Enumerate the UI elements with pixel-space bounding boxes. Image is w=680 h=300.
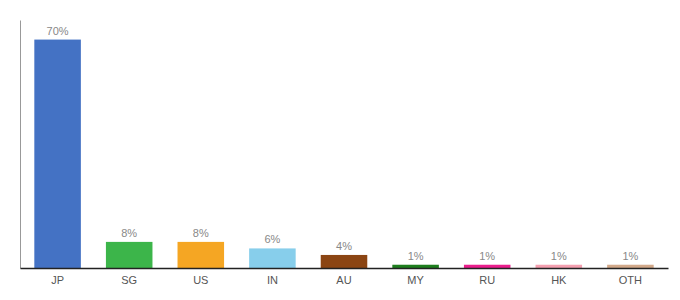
x-tick: HK: [551, 274, 567, 286]
data-label: 1%: [622, 250, 638, 262]
x-tick-label: AU: [336, 274, 351, 286]
bar: [392, 265, 439, 268]
bar: [536, 265, 583, 268]
x-tick-label: RU: [479, 274, 495, 286]
bar: [178, 242, 225, 268]
bar: [321, 255, 368, 268]
x-tick: AU: [336, 274, 351, 286]
plot: 70% 8% 8% 6% 4% 1% 1% 1% 1% JP SG US IN AU MY RU HK OTH: [21, 21, 669, 286]
bars: [34, 40, 653, 268]
data-label: 1%: [408, 250, 424, 262]
x-tick-label: US: [193, 274, 208, 286]
data-label: 6%: [264, 233, 280, 245]
x-tick-label: MY: [407, 274, 424, 286]
x-tick: RU: [479, 274, 495, 286]
y-axis: [20, 21, 21, 269]
x-tick: IN: [267, 274, 278, 286]
x-tick: JP: [51, 274, 64, 286]
data-label: 70%: [47, 25, 69, 37]
data-label: 8%: [121, 227, 137, 239]
x-tick-label: SG: [121, 274, 137, 286]
x-axis: JP SG US IN AU MY RU HK OTH: [21, 269, 669, 286]
x-tick-label: OTH: [619, 274, 642, 286]
x-tick: OTH: [619, 274, 642, 286]
x-tick: MY: [407, 274, 424, 286]
bar: [249, 248, 296, 268]
data-label: 1%: [551, 250, 567, 262]
data-labels: 70% 8% 8% 6% 4% 1% 1% 1% 1%: [47, 25, 639, 262]
bar: [34, 40, 81, 268]
chart: 70% 8% 8% 6% 4% 1% 1% 1% 1% JP SG US IN AU MY RU HK OTH: [0, 0, 680, 300]
x-tick-label: IN: [267, 274, 278, 286]
x-tick-label: HK: [551, 274, 567, 286]
y-axis-line: [20, 21, 21, 269]
x-tick: US: [193, 274, 208, 286]
x-tick-label: JP: [51, 274, 64, 286]
data-label: 1%: [479, 250, 495, 262]
bar: [607, 265, 654, 268]
bar: [464, 265, 511, 268]
x-tick: SG: [121, 274, 137, 286]
data-label: 4%: [336, 240, 352, 252]
bar: [106, 242, 153, 268]
data-label: 8%: [193, 227, 209, 239]
x-axis-line: [21, 268, 669, 270]
